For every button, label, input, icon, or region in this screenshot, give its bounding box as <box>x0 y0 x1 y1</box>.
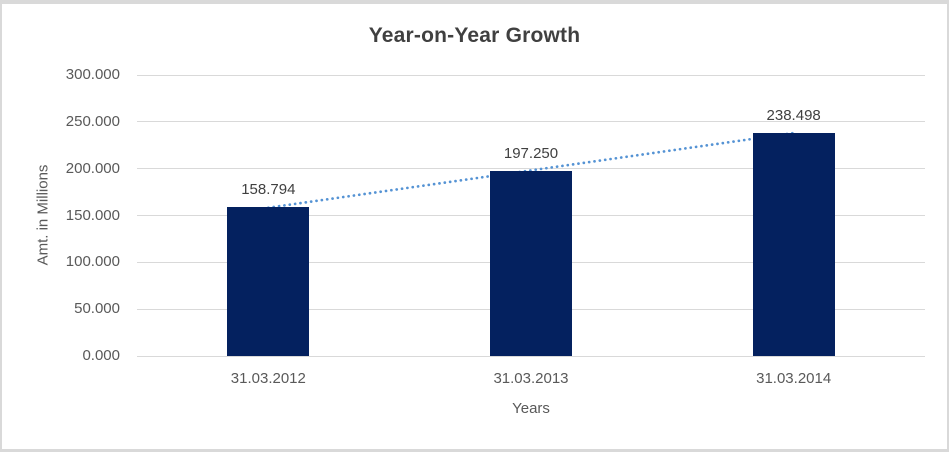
x-tick-label: 31.03.2014 <box>756 370 832 387</box>
x-tick-label: 31.03.2012 <box>230 370 306 387</box>
gridline <box>137 355 925 357</box>
gridline <box>137 121 925 123</box>
bar-data-label: 238.498 <box>766 106 821 124</box>
y-tick-label: 200.000 <box>65 159 120 177</box>
x-tick-label: 31.03.2013 <box>493 370 569 387</box>
bar-31.03.2012 <box>227 207 310 356</box>
chart-canvas: Year-on-Year Growth Amt. in Millions 158… <box>2 4 947 449</box>
y-tick-label: 250.000 <box>65 112 120 130</box>
y-tick-label: 150.000 <box>65 206 120 224</box>
y-tick-label: 0.000 <box>82 347 120 364</box>
bar-31.03.2014 <box>752 132 835 356</box>
bar-data-label: 158.794 <box>241 181 296 199</box>
y-tick-label: 50.000 <box>74 300 120 318</box>
bar-data-label: 197.250 <box>503 145 559 163</box>
y-tick-label: 300.000 <box>65 66 120 83</box>
x-axis-title: Years <box>512 400 550 417</box>
gridline <box>137 168 925 170</box>
bar-31.03.2013 <box>490 171 572 356</box>
gridline <box>137 74 925 76</box>
chart-title: Year-on-Year Growth <box>368 24 581 47</box>
y-tick-label: 100.000 <box>65 253 120 271</box>
trendline-dotted <box>266 131 796 210</box>
plot-area: 158.794 197.250 238.498 <box>137 74 925 357</box>
